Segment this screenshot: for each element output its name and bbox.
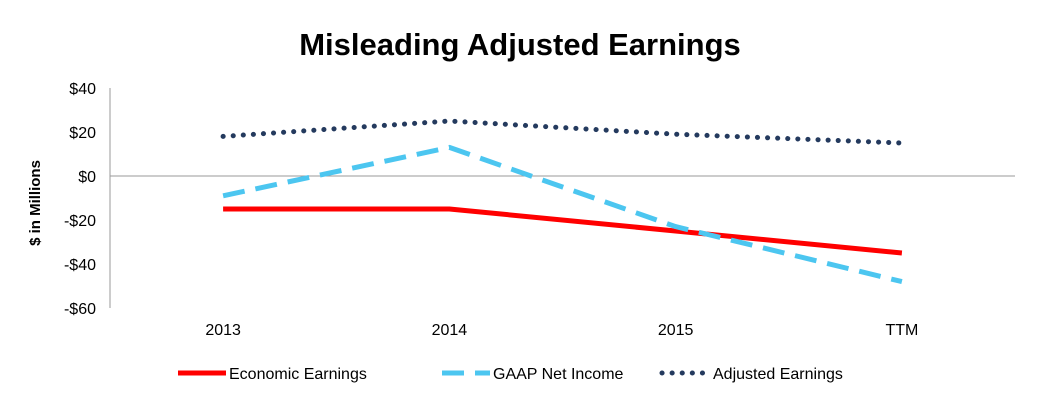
y-axis-title: $ in Millions (27, 160, 44, 246)
y-tick-label: $40 (69, 81, 96, 98)
legend: Economic Earnings GAAP Net Income Adjusted… (178, 366, 843, 383)
legend-label-adjusted-earnings: Adjusted Earnings (713, 366, 843, 383)
chart-title: Misleading Adjusted Earnings (299, 27, 741, 62)
y-tick-label: -$40 (64, 257, 96, 274)
legend-label-economic-earnings: Economic Earnings (229, 366, 367, 383)
x-tick-label: 2015 (658, 322, 694, 339)
x-tick-label: TTM (885, 322, 918, 339)
y-tick-label: -$60 (64, 301, 96, 318)
y-tick-label: -$20 (64, 213, 96, 230)
x-tick-label: 2014 (432, 322, 468, 339)
y-tick-label: $0 (78, 169, 96, 186)
series-line-adjusted-earnings (220, 118, 905, 146)
legend-label-gaap-net-income: GAAP Net Income (493, 366, 624, 383)
series-line-gaap-net-income (222, 144, 903, 285)
x-tick-label: 2013 (205, 322, 241, 339)
series-line-economic-earnings (223, 206, 903, 256)
y-tick-label: $20 (69, 125, 96, 142)
plot-area: $40 $20 $0 -$20 -$40 -$60 2013 2014 2015 TTM (64, 81, 1015, 339)
